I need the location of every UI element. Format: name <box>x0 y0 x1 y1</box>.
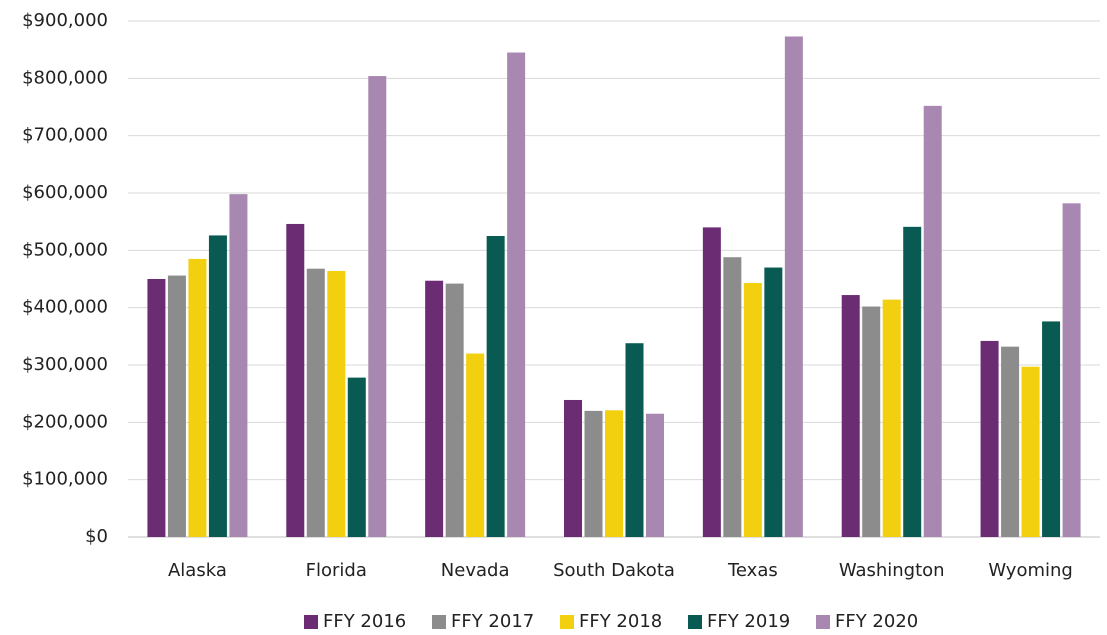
legend-swatch <box>560 615 574 629</box>
y-tick-label: $300,000 <box>22 354 108 375</box>
bar <box>327 270 346 537</box>
bar <box>208 235 227 537</box>
bar <box>425 280 444 537</box>
bar <box>646 413 664 537</box>
bar <box>980 340 999 537</box>
bar <box>1001 346 1020 537</box>
bar <box>764 267 783 537</box>
legend-label: FFY 2020 <box>835 611 918 632</box>
legend-swatch <box>304 615 318 629</box>
bar <box>147 279 166 537</box>
bar <box>841 295 860 537</box>
bar <box>286 223 305 537</box>
bar <box>862 306 881 537</box>
y-tick-label: $600,000 <box>22 182 108 203</box>
x-tick-label: Wyoming <box>988 560 1073 581</box>
legend-label: FFY 2018 <box>579 611 662 632</box>
bar <box>923 105 942 537</box>
y-tick-label: $100,000 <box>22 469 108 490</box>
bar <box>188 258 207 537</box>
bar <box>784 36 803 537</box>
bar <box>368 76 387 537</box>
y-tick-label: $200,000 <box>22 411 108 432</box>
y-tick-label: $700,000 <box>22 125 108 146</box>
bar <box>743 283 762 537</box>
bar <box>347 377 366 537</box>
bar <box>486 236 505 537</box>
y-tick-label: $500,000 <box>22 239 108 260</box>
legend-swatch <box>688 615 702 629</box>
bar <box>702 227 721 537</box>
legend-swatch <box>816 615 830 629</box>
y-tick-label: $900,000 <box>22 10 108 31</box>
legend-label: FFY 2017 <box>451 611 534 632</box>
bar <box>1062 203 1081 537</box>
x-tick-label: Nevada <box>441 560 510 581</box>
bar <box>1021 366 1040 537</box>
bar <box>167 275 186 537</box>
bar <box>723 257 742 537</box>
x-tick-label: Florida <box>306 560 367 581</box>
bar <box>466 353 485 537</box>
legend-swatch <box>432 615 446 629</box>
y-tick-label: $800,000 <box>22 67 108 88</box>
x-tick-label: South Dakota <box>553 560 675 581</box>
legend-label: FFY 2019 <box>707 611 790 632</box>
bar <box>507 52 526 538</box>
bar <box>584 410 603 537</box>
bar <box>625 343 644 537</box>
x-tick-label: Texas <box>727 560 778 581</box>
legend-label: FFY 2016 <box>323 611 406 632</box>
bar <box>882 299 901 537</box>
bar <box>445 283 464 537</box>
bar <box>229 194 248 537</box>
bar <box>1042 321 1061 537</box>
bar <box>903 226 922 537</box>
bar <box>605 410 623 537</box>
x-tick-label: Washington <box>839 560 945 581</box>
x-tick-label: Alaska <box>168 560 227 581</box>
bar <box>306 268 325 537</box>
bar <box>564 399 582 537</box>
y-tick-label: $400,000 <box>22 297 108 318</box>
y-tick-label: $0 <box>85 526 108 547</box>
